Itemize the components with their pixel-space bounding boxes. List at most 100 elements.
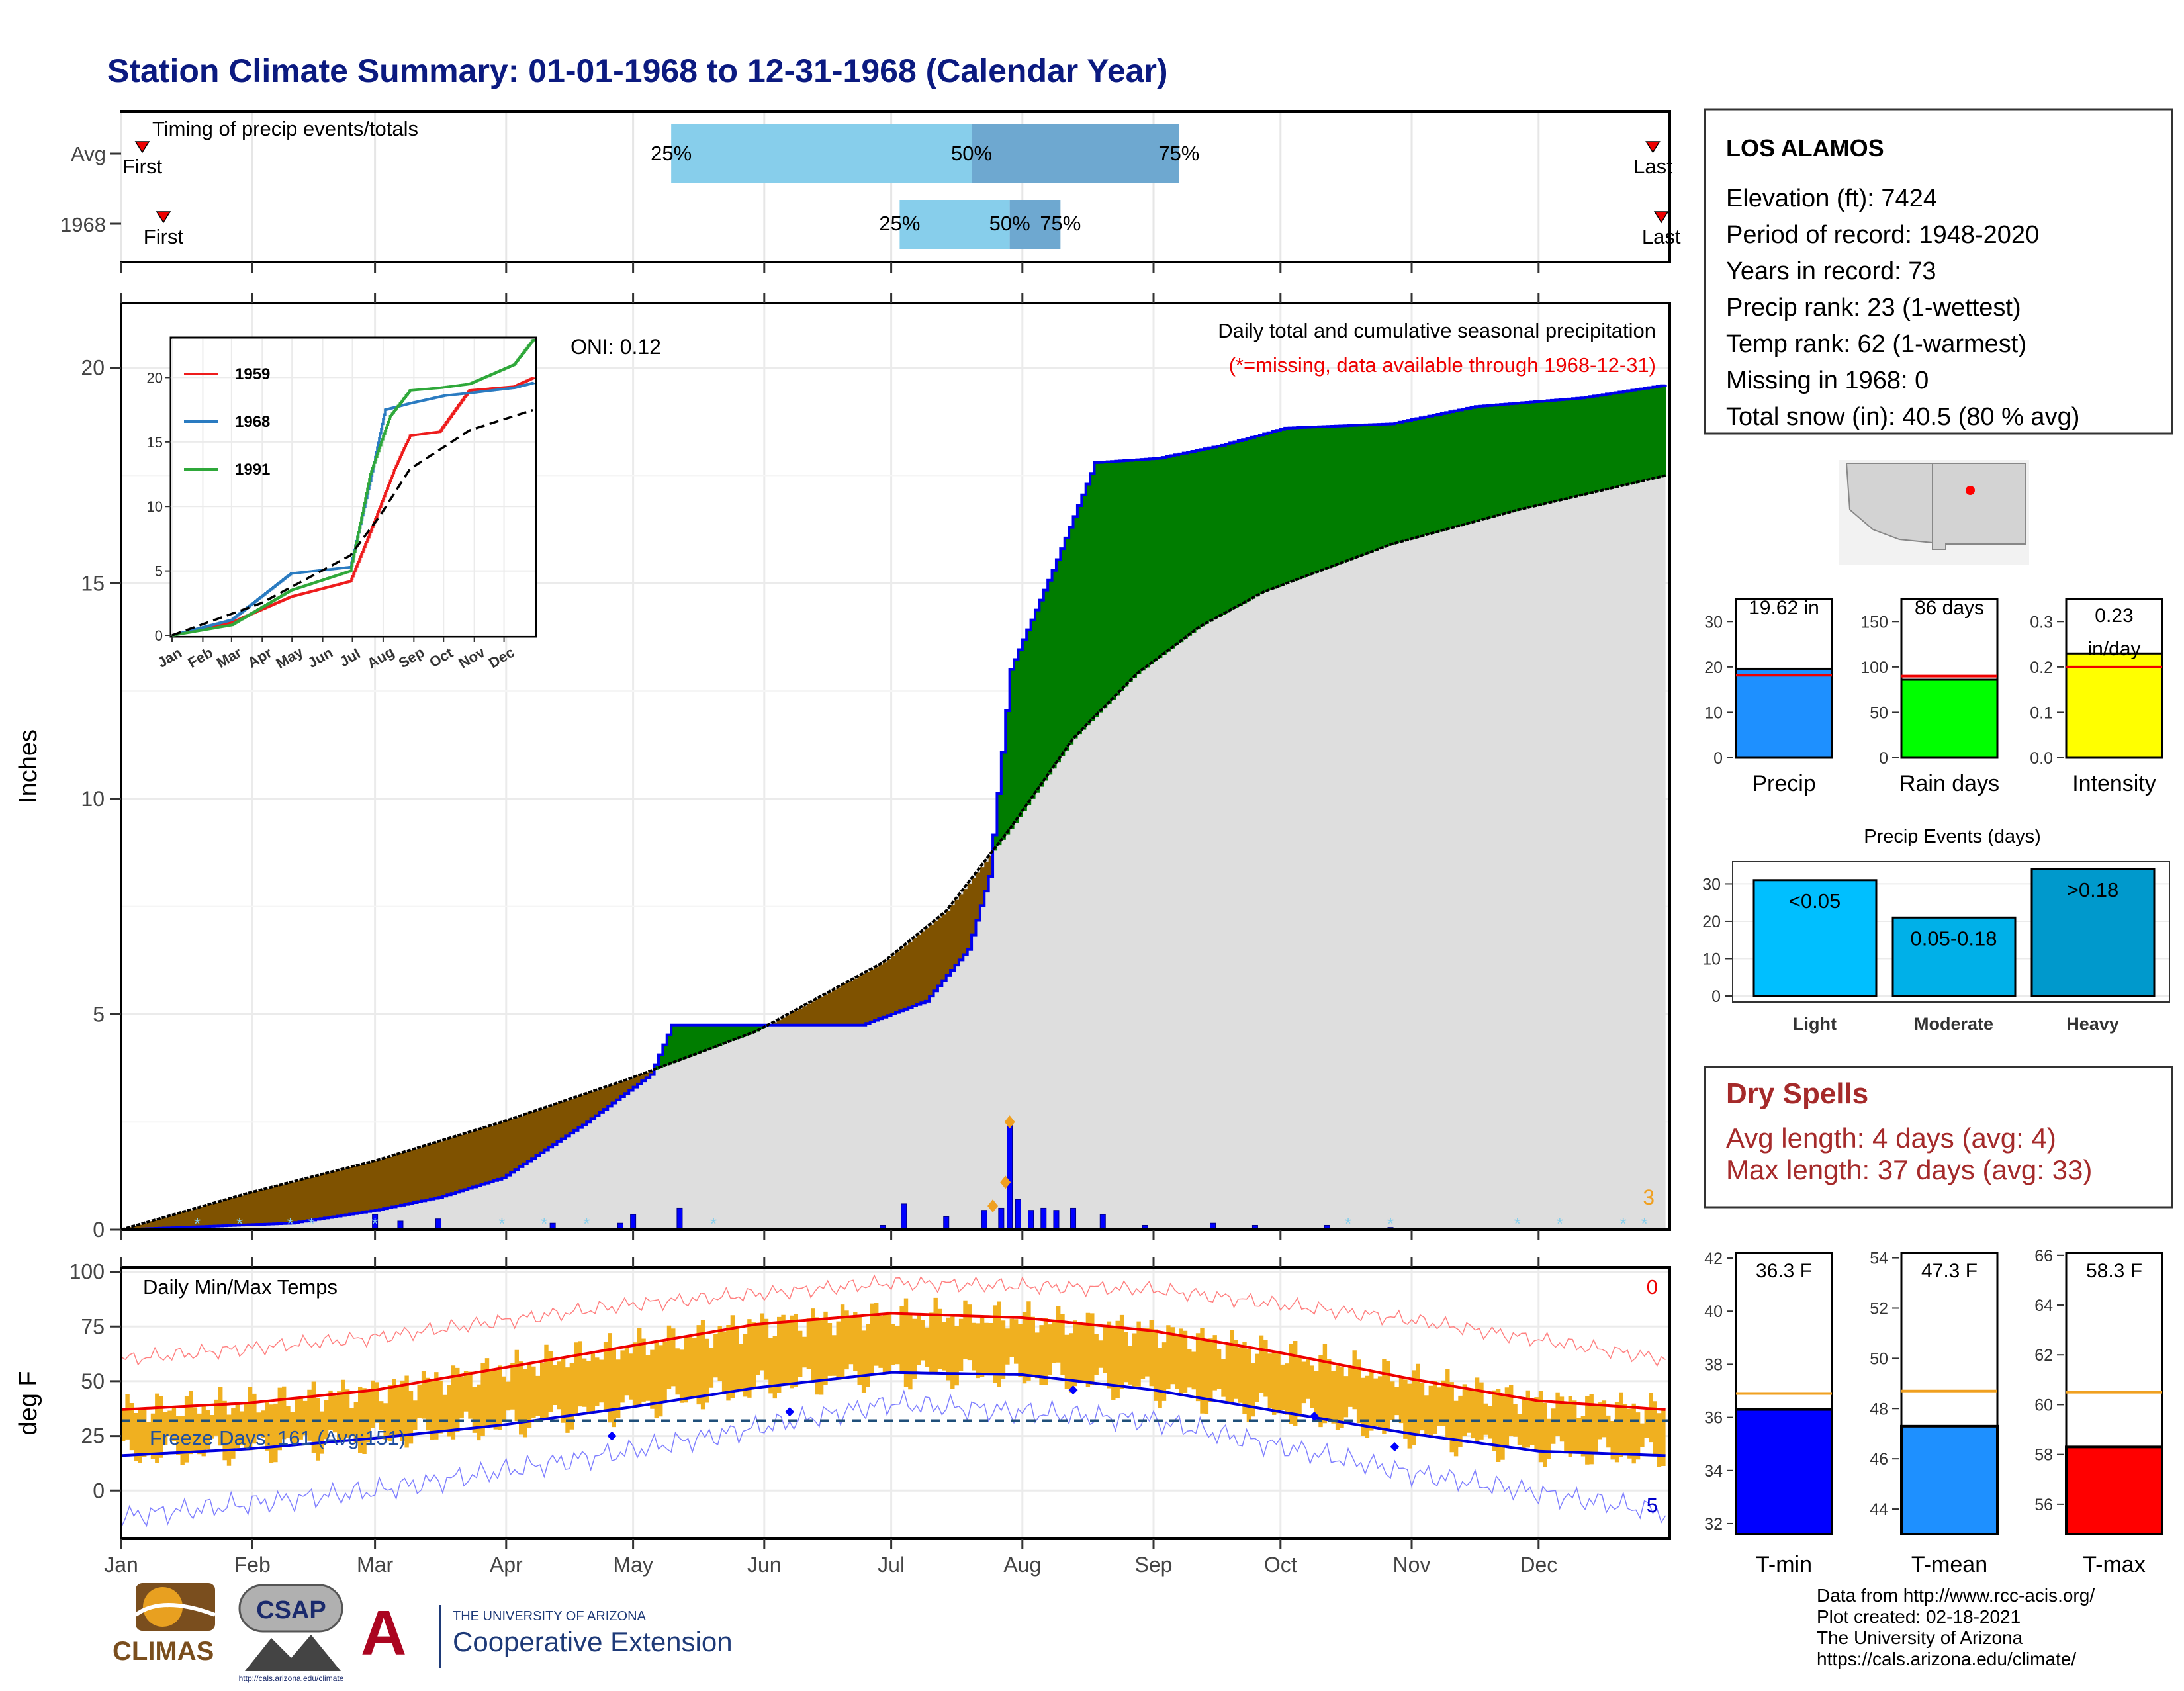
climas-wordmark: CLIMAS [113,1637,214,1666]
temps-title: Daily Min/Max Temps [143,1275,338,1299]
snow-flake-marker: * [1557,1214,1563,1234]
temps-y-tick-label: 100 [69,1260,105,1284]
snow-flake-marker: * [308,1214,315,1234]
mini-bar-value [1900,678,1999,759]
snow-flake-marker: * [498,1214,505,1234]
mini-bar-y-tick-label: 150 [1860,613,1888,631]
snow-day-marker [1004,1115,1015,1129]
freeze-days: Freeze Days: 161 (Avg:151) [150,1426,406,1449]
precip-events-y-label: 10 [1702,950,1721,968]
new-record-marker [1068,1385,1078,1395]
inset-y-tick-label: 0 [155,627,163,644]
snow-flake-marker: * [583,1214,590,1234]
climas-logo: CLIMAS [113,1583,216,1666]
mini-bar-value-text: 0.23 [2095,605,2133,627]
station-line: Years in record: 73 [1726,257,1936,285]
snow-day-marker [987,1199,999,1213]
first-event-marker [156,211,171,224]
mini-bar-y-tick-label: 0 [1713,749,1723,768]
mini-bar-y-tick-label: 0.1 [2030,704,2053,722]
dry-spells-box [1704,1066,2173,1209]
temp-bar-y-tick-label: 40 [1704,1303,1723,1321]
precip-annotation: Daily total and cumulative seasonal prec… [1218,319,1656,342]
precip-event-bar [1752,879,1878,997]
temp-bar-y-tick-label: 64 [2034,1297,2053,1315]
inset-frame [169,336,537,638]
temps-y-tick-label: 75 [81,1314,105,1338]
snow-flake-marker: * [1345,1214,1351,1234]
last-event-label: Last [1633,155,1672,178]
missing-annotation: (*=missing, data available through 1968-… [1229,353,1656,377]
inset-y-tick-label: 5 [155,563,163,580]
precip-y-tick-label: 10 [81,787,105,811]
temp-bar-y-tick-label: 54 [1870,1250,1888,1268]
inset-legend-label: 1959 [235,365,270,383]
station-info: LOS ALAMOS Elevation (ft): 7424 Period o… [1704,108,2173,435]
snow-flake-marker: * [194,1214,201,1234]
inset-legend-label: 1968 [235,413,270,431]
inset-y-tick-label: 10 [147,498,163,515]
last-event-marker [1653,211,1669,224]
temp-bar-y-tick-label: 38 [1704,1355,1723,1374]
inset-legend-label: 1991 [235,461,270,479]
timing-row-avg-label: Avg [71,142,106,165]
daily-precip-bar [1040,1207,1047,1230]
temp-bar-y-tick-label: 60 [2034,1396,2053,1414]
station-marker [1966,486,1975,495]
inset-series-1991 [171,339,535,637]
temp-bar-y-tick-label: 48 [1870,1400,1888,1418]
temp-bar-y-tick-label: 32 [1704,1515,1723,1533]
new-record-marker [1309,1411,1319,1421]
daily-precip-bar [1007,1121,1013,1230]
station-line: Missing in 1968: 0 [1726,367,1929,394]
temp-bar-y-tick-label: 50 [1870,1349,1888,1368]
station-box [1704,108,2173,435]
first-event-label: First [144,225,184,248]
daily-precip-bar [1053,1210,1060,1230]
timing-label-50: 50% [989,212,1030,235]
new-record-marker [785,1407,795,1417]
precip-event-category: Light [1793,1014,1837,1034]
last-event-label: Last [1642,225,1681,248]
precip-events-chart: Precip Events (days) 0 10 20 30 <0.05 Light 0.… [1702,826,2170,1034]
inset-y-tick-label: 20 [147,369,163,386]
timing-label-75: 75% [1040,212,1081,235]
footer-line: The University of Arizona [1817,1627,2023,1648]
precip-events-bars: 0 10 20 30 <0.05 Light 0.05-0.18 Moderate >0.18 H… [1702,868,2169,1034]
timing-label-25: 25% [879,212,920,235]
timing-panel: 25% 50% 75% First Last 25% 50% 75% First Last Tim… [60,110,1681,273]
temp-bar-y-tick-label: 36 [1704,1409,1723,1428]
precip-y-tick-label: 15 [81,571,105,595]
snow-flake-marker: * [1620,1214,1627,1234]
inset-y-tick-label: 15 [147,434,163,451]
month-label: Aug [1003,1553,1041,1577]
daily-precip-bar [1070,1207,1077,1230]
precip-y-tick-label: 0 [93,1218,105,1242]
snow-flake-marker: * [541,1214,547,1234]
mini-bar-y-tick-label: 0.0 [2030,749,2053,768]
temp-bar-y-tick-label: 58 [2034,1446,2053,1465]
temp-bar-label: T-min [1756,1552,1812,1577]
timing-title: Timing of precip events/totals [152,117,418,140]
temps-y-axis: 0 25 50 75 100 [69,1260,121,1502]
average-tmin-line [120,1371,1666,1457]
precip-panel: * * * * * * * * * * * * * * * 0 5 10 15 20 Inches ONI: 0.1… [15,293,1671,1242]
mini-bar-y-tick-label: 0.3 [2030,613,2053,631]
temps-count-top: 0 [1647,1275,1658,1299]
month-label: Nov [1393,1553,1431,1577]
precip-y-tick-label: 20 [81,356,105,380]
dry-spells-max: Max length: 37 days (avg: 33) [1726,1154,2092,1185]
month-label: Mar [357,1553,393,1577]
month-label: Feb [234,1553,271,1577]
snow-count: 3 [1643,1185,1655,1209]
precip-event-bar-text: >0.18 [2067,878,2118,901]
daily-precip-bar [1099,1214,1106,1230]
mini-bar-value [1735,667,1833,759]
snow-flake-marker: * [1514,1214,1521,1234]
temps-marks [120,1274,1670,1528]
precip-event-category: Heavy [2066,1014,2119,1034]
inset-series-1959 [171,377,535,637]
temp-bar-value [2065,1445,2163,1535]
uofa-a-mark: A [361,1598,406,1668]
